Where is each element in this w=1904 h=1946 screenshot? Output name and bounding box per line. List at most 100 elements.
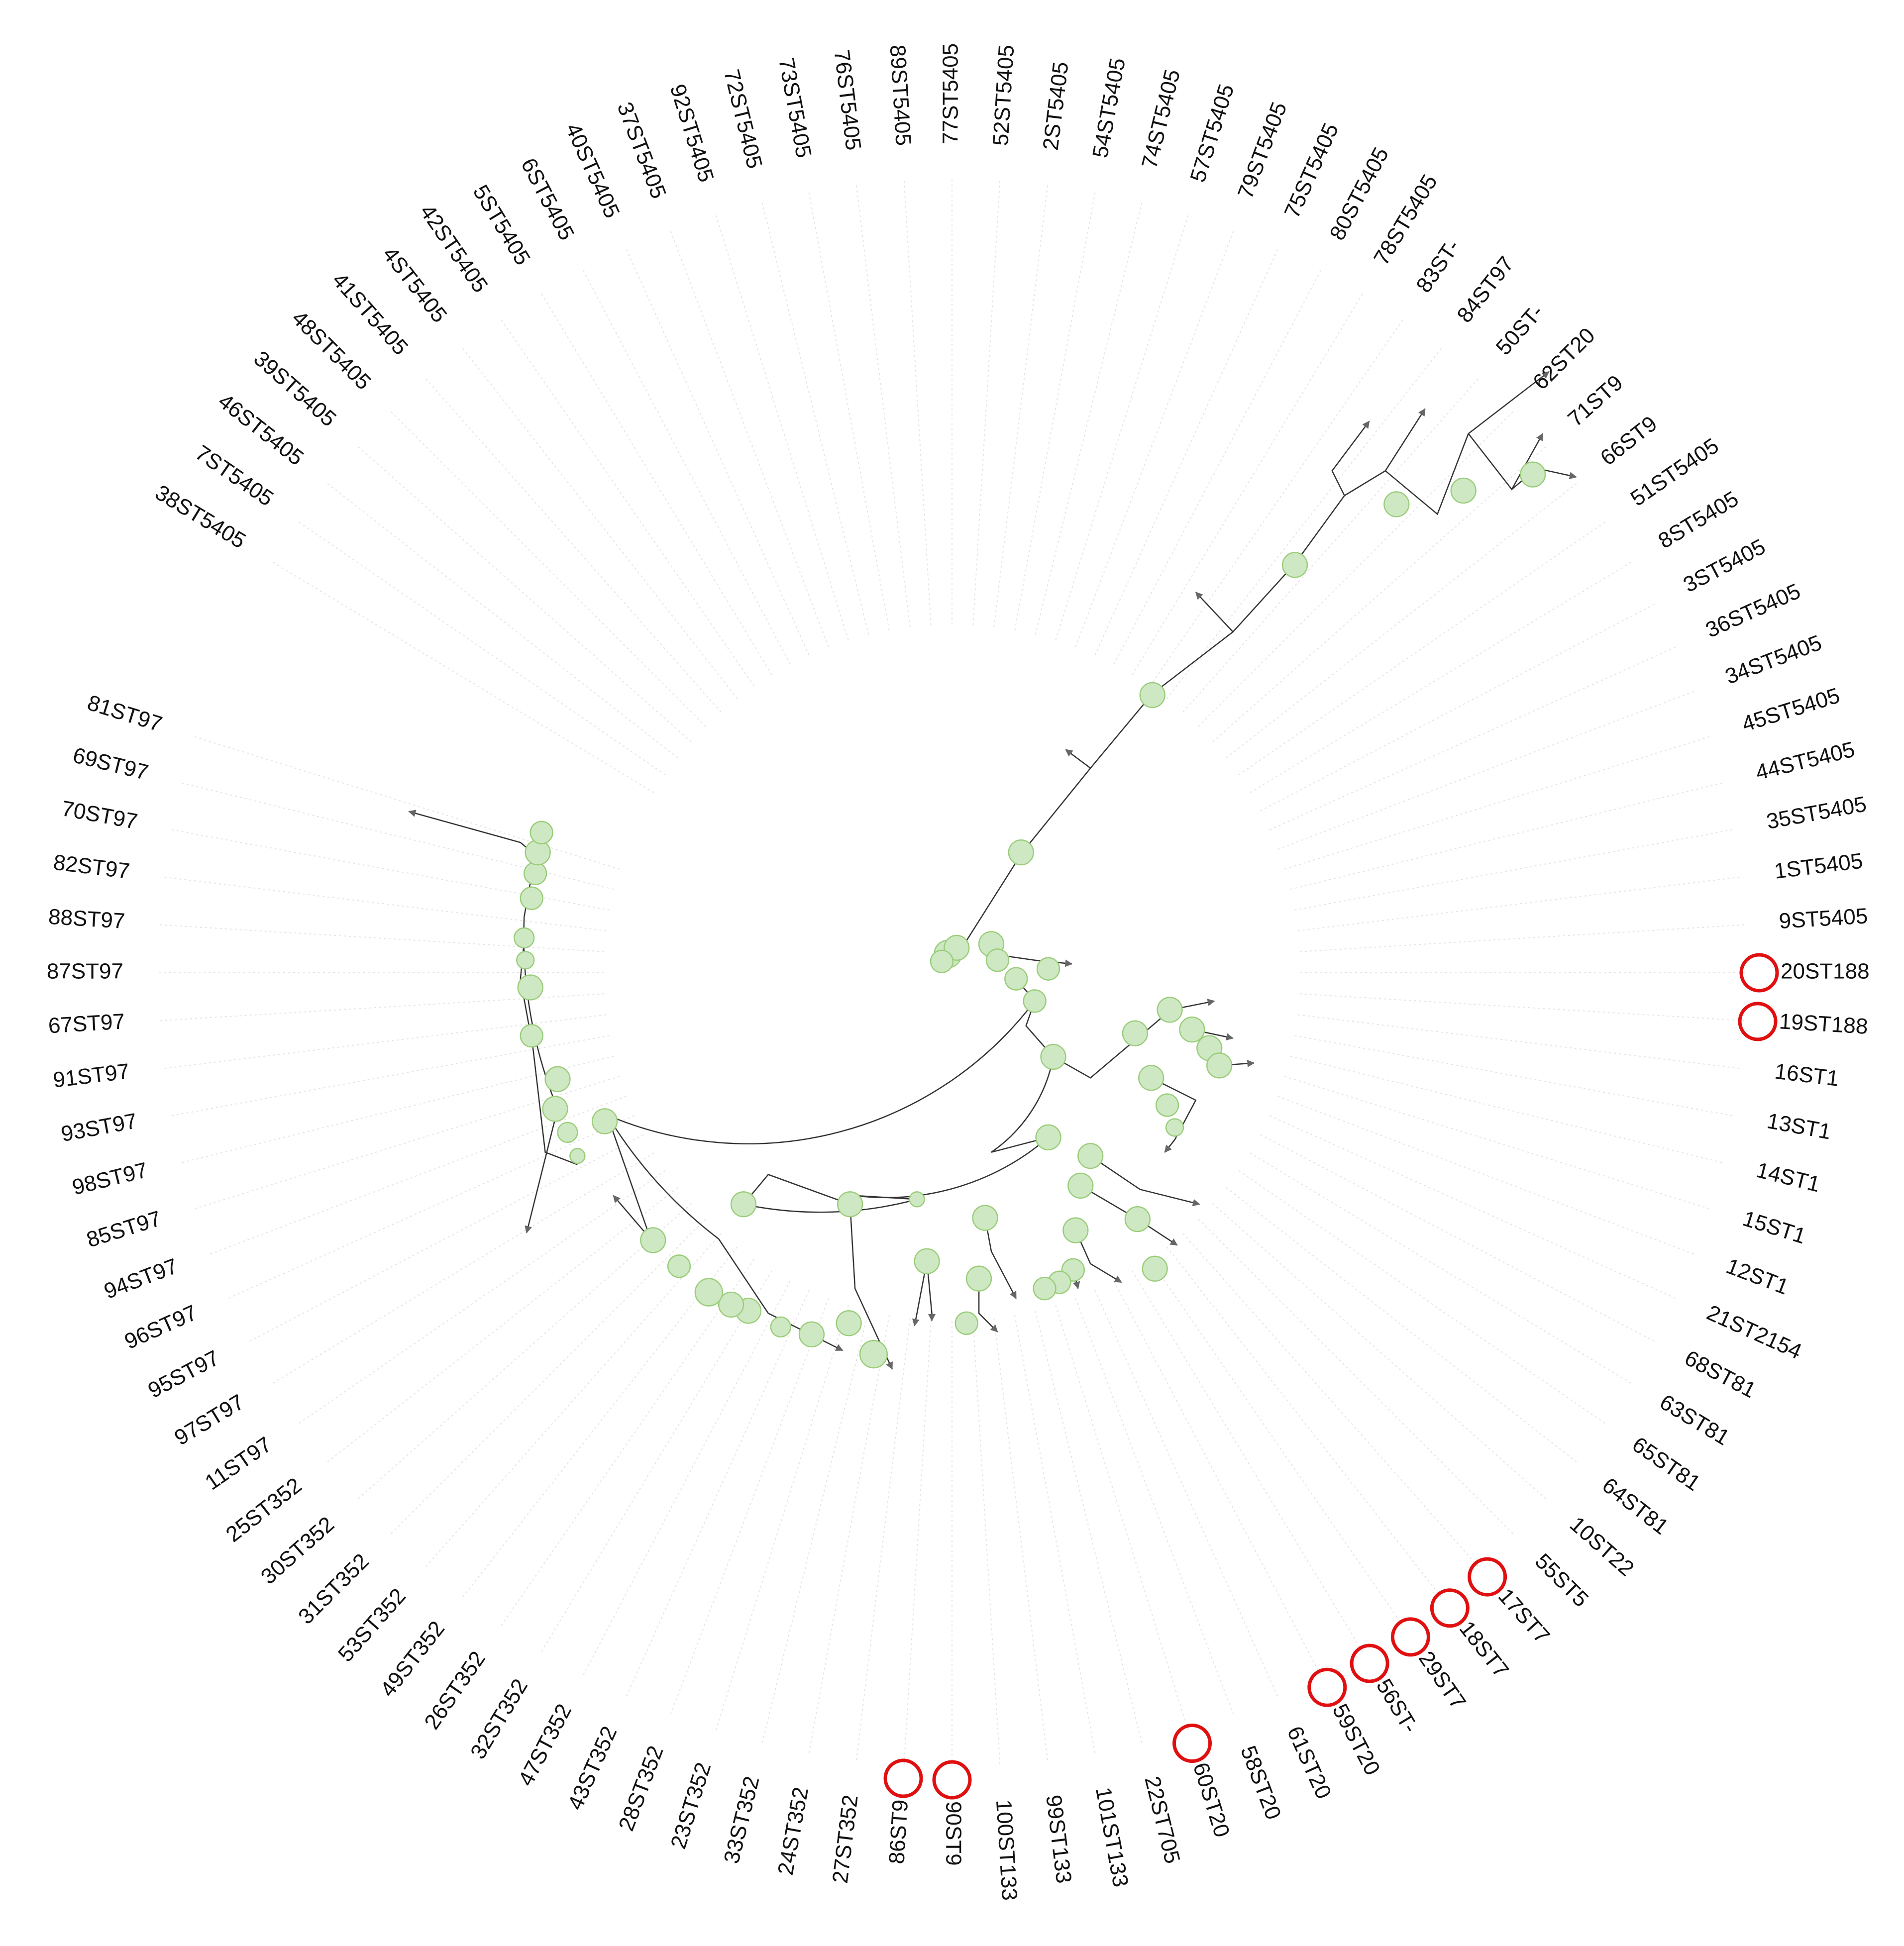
node	[542, 1096, 568, 1122]
guide-line	[1290, 782, 1725, 890]
leaf-label: 6ST5405	[516, 154, 579, 244]
guide-line	[179, 1055, 614, 1164]
highlight-circle	[1468, 1557, 1507, 1597]
leaf-label: 93ST97	[59, 1109, 139, 1146]
leaf-label: 92ST5405	[665, 81, 719, 185]
guide-line	[1277, 1096, 1697, 1256]
guide-line	[423, 1233, 722, 1569]
node	[985, 948, 1010, 972]
leaf-label: 38ST5405	[151, 480, 250, 553]
guide-lines	[156, 177, 1748, 1769]
guide-line	[1035, 1311, 1143, 1746]
branch	[854, 1136, 1049, 1200]
node	[836, 1310, 862, 1336]
guide-line	[761, 1311, 869, 1746]
node	[1157, 997, 1183, 1023]
guide-line	[157, 924, 605, 952]
branch	[1015, 978, 1054, 1057]
guide-line	[1238, 1170, 1608, 1426]
branch	[1151, 1077, 1197, 1153]
leaf-label: 83ST-	[1411, 235, 1465, 297]
leaf-label: 23ST352	[666, 1759, 716, 1851]
leaf-label: 90ST9	[941, 1801, 965, 1866]
leaf-label: 95ST97	[144, 1346, 223, 1403]
guide-line	[324, 481, 678, 759]
guide-line	[1182, 376, 1481, 713]
node	[1040, 1043, 1066, 1070]
leaf-label: 71ST9	[1563, 370, 1628, 431]
node	[1062, 1217, 1089, 1243]
guide-line	[1294, 828, 1735, 911]
node	[1124, 1206, 1151, 1232]
node	[520, 1024, 543, 1048]
branch	[525, 1109, 558, 1233]
highlight-circle	[1739, 953, 1779, 993]
node	[770, 1316, 791, 1337]
guide-line	[388, 409, 706, 727]
leaf-label: 65ST81	[1628, 1432, 1705, 1496]
guide-line	[1269, 1115, 1679, 1300]
leaf-label: 43ST352	[563, 1723, 622, 1814]
node	[1033, 1276, 1057, 1301]
leaf-label: 18ST7	[1455, 1617, 1514, 1682]
guide-line	[1055, 212, 1189, 640]
guide-line	[1297, 1014, 1743, 1069]
node	[1179, 1017, 1205, 1043]
leaf-label: 3ST5405	[1680, 534, 1770, 597]
guide-line	[903, 178, 932, 625]
guide-line	[1113, 267, 1323, 665]
leaf-label: 86ST9	[884, 1799, 913, 1864]
guide-line	[324, 1187, 678, 1464]
leaf-label: 30ST352	[256, 1512, 339, 1589]
leaf-label: 89ST5405	[885, 44, 916, 147]
node	[909, 1191, 925, 1208]
guide-line	[1132, 1270, 1365, 1654]
node	[514, 927, 535, 949]
guide-line	[808, 1315, 890, 1756]
guide-line	[1294, 1035, 1735, 1117]
leaf-label: 72ST5405	[719, 67, 767, 171]
leaf-label: 8ST5405	[1654, 487, 1743, 553]
guide-line	[499, 317, 755, 687]
guide-line	[1014, 190, 1096, 630]
guide-line	[1075, 1298, 1235, 1718]
leaf-label: 76ST5405	[829, 48, 865, 151]
guide-line	[1014, 1315, 1096, 1756]
guide-line	[1226, 481, 1580, 759]
leaf-label: 24ST352	[773, 1785, 813, 1877]
node	[972, 1205, 998, 1231]
leaf-label: 88ST97	[48, 905, 126, 933]
leaf-label: 58ST20	[1236, 1742, 1285, 1823]
highlight-circle	[1390, 1617, 1430, 1657]
node	[837, 1191, 863, 1218]
leaf-label: 21ST2154	[1703, 1300, 1805, 1364]
branch	[991, 1056, 1054, 1153]
node	[1036, 957, 1060, 981]
leaf-label: 16ST1	[1773, 1059, 1840, 1091]
leaf-label: 82ST97	[52, 850, 131, 884]
highlight-circle	[1738, 1002, 1778, 1041]
guide-line	[423, 376, 722, 713]
node	[954, 1311, 978, 1335]
tree-nodes	[514, 461, 1546, 1369]
leaf-label: 36ST5405	[1702, 579, 1804, 642]
node	[667, 1254, 691, 1278]
leaf-label: 13ST1	[1765, 1109, 1833, 1144]
leaf-label: 69ST97	[71, 743, 151, 785]
guide-line	[388, 1219, 706, 1536]
guide-line	[625, 246, 810, 656]
node	[557, 1122, 578, 1143]
branch	[1065, 749, 1091, 769]
leaf-label: 12ST1	[1723, 1254, 1792, 1300]
node	[1281, 552, 1308, 578]
node	[1023, 989, 1047, 1013]
node	[517, 974, 543, 1001]
guide-line	[669, 1298, 829, 1718]
guide-line	[1284, 1076, 1712, 1210]
guide-line	[855, 182, 911, 627]
leaf-label: 17ST7	[1493, 1584, 1555, 1648]
guide-line	[355, 444, 692, 742]
guide-line	[460, 1246, 738, 1600]
leaf-label: 53ST352	[333, 1584, 411, 1666]
leaf-label: 28ST352	[614, 1742, 668, 1834]
